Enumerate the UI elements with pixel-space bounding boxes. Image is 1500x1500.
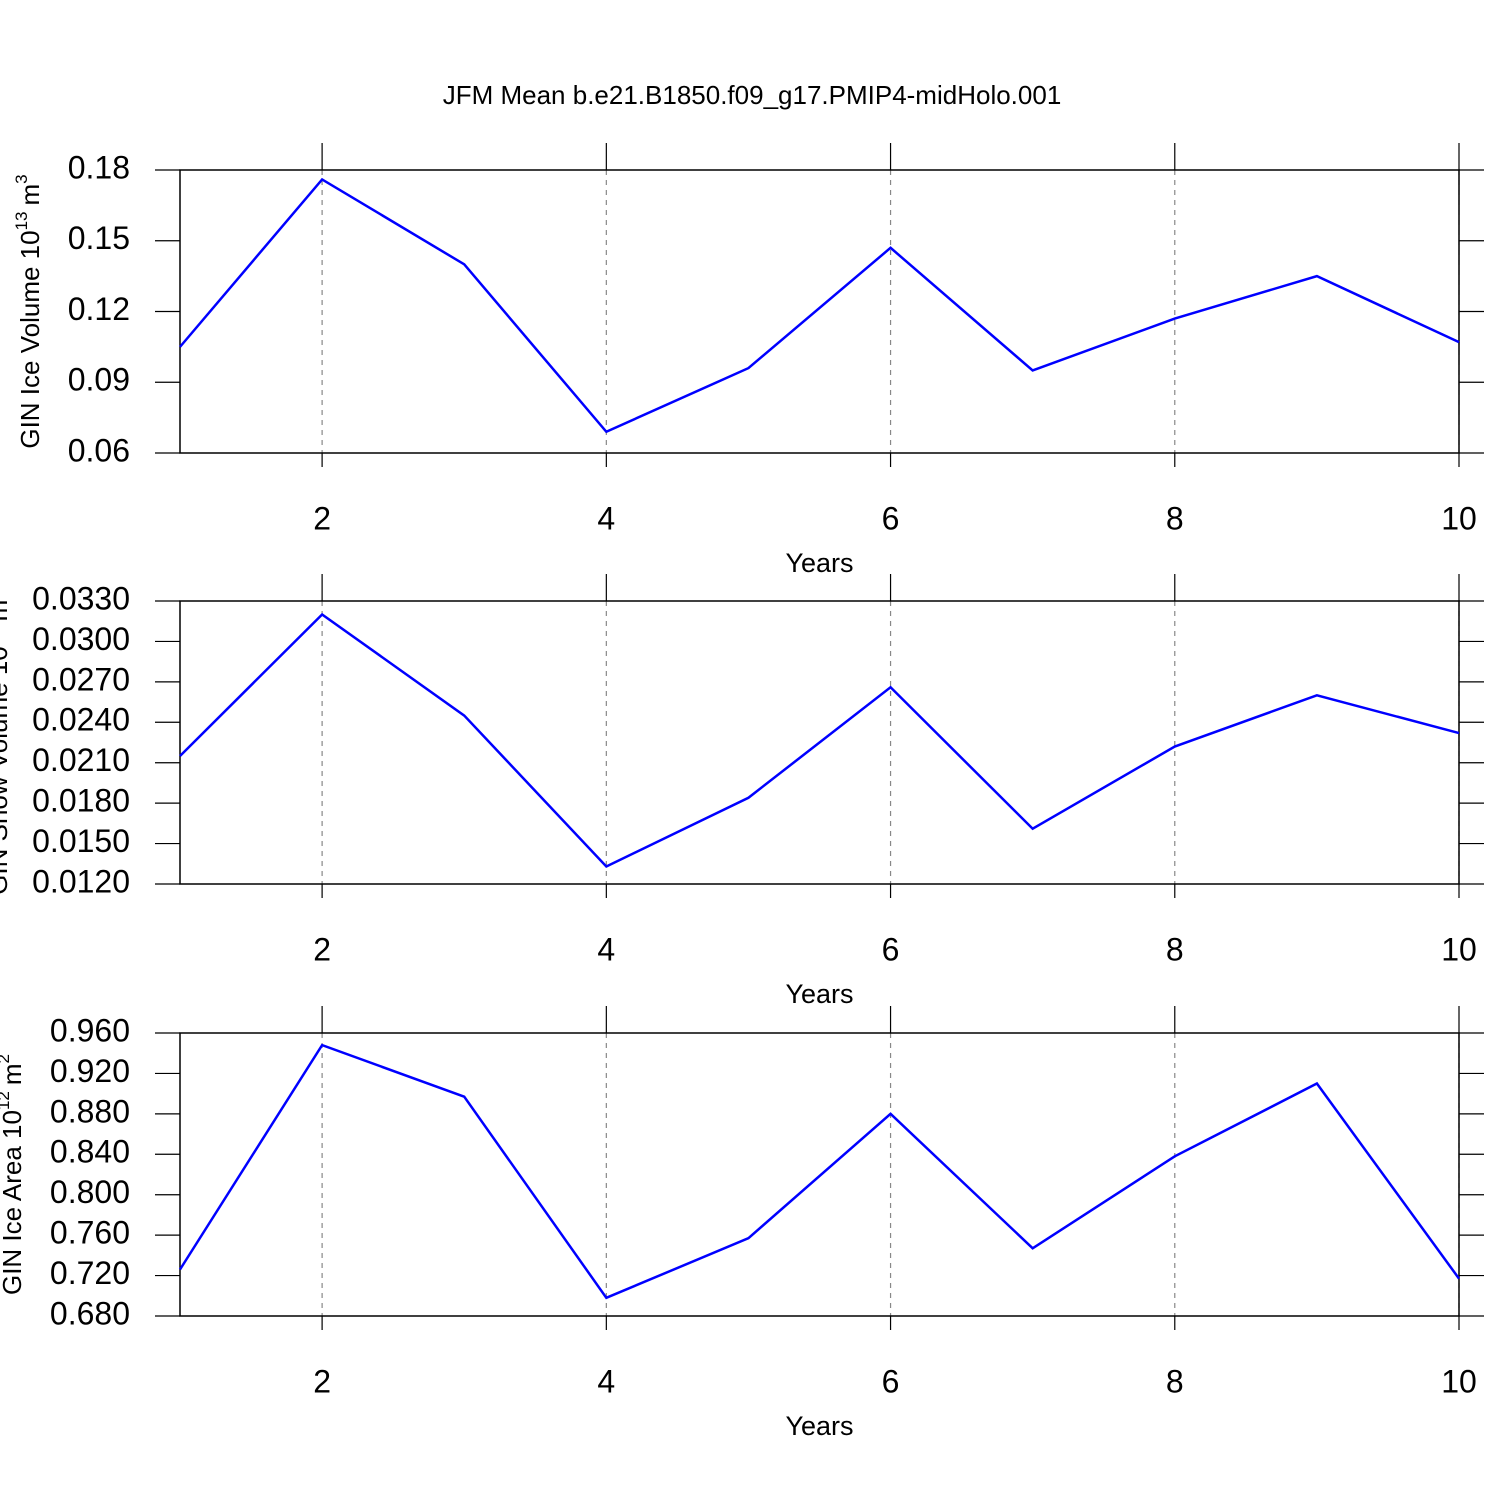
y-axis-label: GIN Snow Volume 1013m3 [0, 590, 13, 895]
y-tick-label: 0.840 [50, 1134, 130, 1170]
plot-frame [179, 169, 1460, 454]
y-axis-label-part: m [0, 600, 13, 622]
x-tick-label: 10 [1441, 500, 1477, 536]
y-axis-label-exponent: 3 [12, 174, 31, 183]
y-tick-label: 0.18 [68, 149, 130, 185]
y-tick-label: 0.0180 [32, 783, 130, 819]
x-tick-label: 8 [1166, 500, 1184, 536]
data-line [179, 612, 1460, 869]
data-line [178, 1043, 1461, 1300]
x-tick-label: 6 [882, 931, 900, 967]
y-tick-label: 0.720 [50, 1255, 130, 1291]
x-tick-label: 8 [1166, 931, 1184, 967]
y-tick-label: 0.800 [50, 1174, 130, 1210]
data-line [179, 177, 1460, 434]
x-tick-label: 4 [597, 931, 615, 967]
y-tick-label: 0.880 [50, 1093, 130, 1129]
y-tick-label: 0.0300 [32, 621, 130, 657]
y-tick-label: 0.920 [50, 1053, 130, 1089]
y-tick-label: 0.0210 [32, 742, 130, 778]
x-tick-label: 6 [882, 500, 900, 536]
y-tick-label: 0.09 [68, 362, 130, 398]
x-axis-label: Years [785, 548, 853, 578]
x-tick-label: 6 [882, 1363, 900, 1399]
y-tick-label: 0.680 [50, 1295, 130, 1331]
y-axis-label: GIN Ice Volume 1013 m3 [12, 174, 45, 448]
x-tick-label: 2 [313, 1363, 331, 1399]
x-tick-label: 8 [1166, 1363, 1184, 1399]
x-axis-label: Years [785, 979, 853, 1009]
x-tick-label: 2 [313, 931, 331, 967]
y-tick-label: 0.0270 [32, 661, 130, 697]
y-axis-label-exponent: 12 [0, 1091, 13, 1110]
plot-frame [179, 600, 1460, 885]
figure-title: JFM Mean b.e21.B1850.f09_g17.PMIP4-midHo… [443, 80, 1062, 110]
y-tick-label: 0.06 [68, 432, 130, 468]
x-tick-label: 4 [597, 500, 615, 536]
y-axis-label-part: GIN Ice Volume 10 [15, 230, 45, 448]
y-tick-label: 0.12 [68, 291, 130, 327]
y-tick-label: 0.0240 [32, 702, 130, 738]
y-tick-label: 0.0330 [32, 580, 130, 616]
y-tick-label: 0.0150 [32, 823, 130, 859]
x-tick-label: 10 [1441, 1363, 1477, 1399]
y-axis-label-part: GIN Snow Volume 10 [0, 646, 13, 895]
y-axis-label-part: m [0, 1063, 27, 1085]
x-tick-label: 10 [1441, 931, 1477, 967]
y-axis-label-part: GIN Ice Area 10 [0, 1110, 27, 1295]
y-tick-label: 0.0120 [32, 863, 130, 899]
y-tick-label: 0.960 [50, 1012, 130, 1048]
y-tick-label: 0.760 [50, 1215, 130, 1251]
y-axis-label-exponent: 2 [0, 1054, 13, 1063]
y-axis-label-exponent: 13 [12, 211, 31, 230]
y-axis-label-part: m [15, 184, 45, 206]
y-tick-label: 0.15 [68, 220, 130, 256]
x-tick-label: 4 [597, 1363, 615, 1399]
plot-frame [179, 1032, 1460, 1317]
x-axis-label: Years [785, 1411, 853, 1441]
x-tick-label: 2 [313, 500, 331, 536]
y-axis-label: GIN Ice Area 1012 m2 [0, 1054, 27, 1295]
